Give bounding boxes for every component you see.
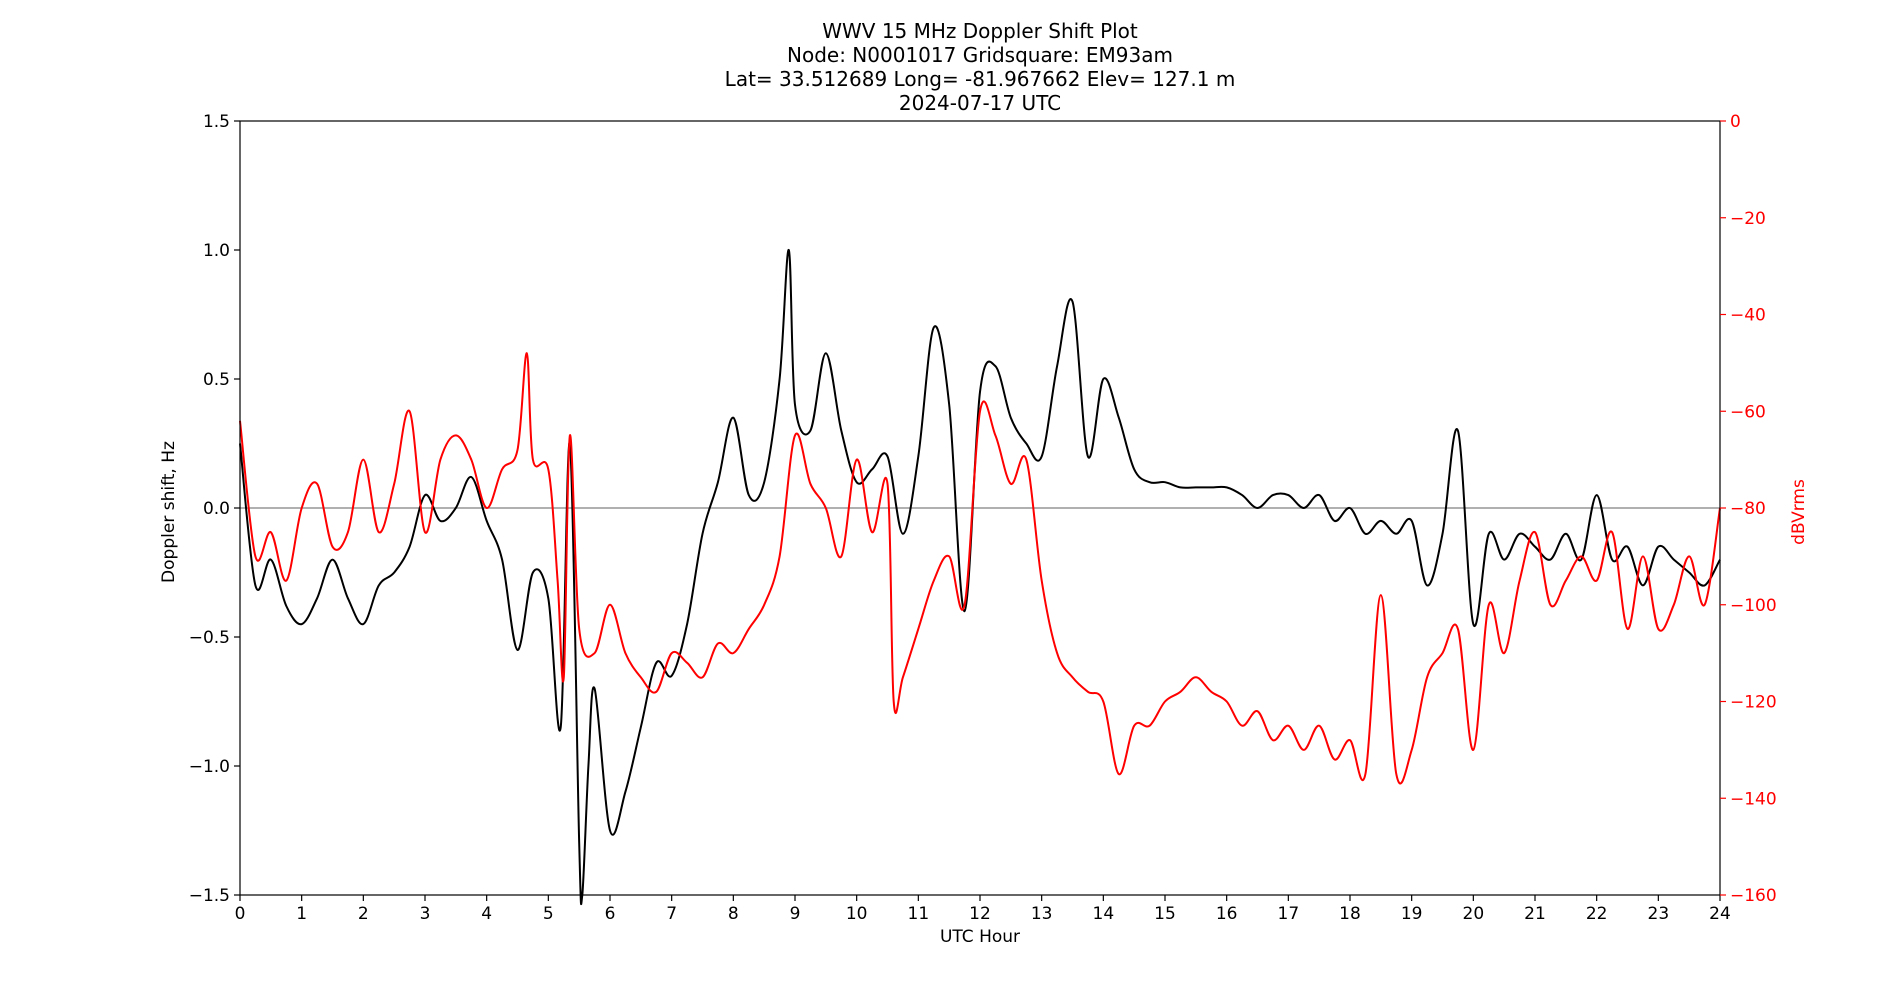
y-left-tick-label: 1.0 bbox=[203, 241, 230, 261]
y-left-tick-label: 0.0 bbox=[203, 499, 230, 519]
x-tick-label: 13 bbox=[1031, 904, 1053, 924]
y-right-tick-label: −60 bbox=[1730, 402, 1766, 422]
x-axis-label: UTC Hour bbox=[940, 927, 1020, 947]
y-axis-right-ticks: 0 −20 −40 −60 −80 −100 −120 −140 −160 bbox=[1720, 112, 1777, 906]
y-left-tick-label: 0.5 bbox=[203, 370, 230, 390]
x-tick-label: 14 bbox=[1093, 904, 1115, 924]
y-axis-left-ticks: 1.5 1.0 0.5 0.0 −0.5 −1.0 −1.5 bbox=[189, 112, 240, 906]
y-right-tick-label: −40 bbox=[1730, 306, 1766, 326]
y-right-tick-label: −160 bbox=[1730, 886, 1777, 906]
chart-title: WWV 15 MHz Doppler Shift Plot Node: N000… bbox=[725, 19, 1236, 115]
x-tick-label: 7 bbox=[666, 904, 677, 924]
y-right-tick-label: −20 bbox=[1730, 209, 1766, 229]
x-tick-label: 8 bbox=[728, 904, 739, 924]
series-line-power bbox=[239, 352, 1721, 785]
x-tick-label: 22 bbox=[1586, 904, 1608, 924]
title-line-1: WWV 15 MHz Doppler Shift Plot bbox=[822, 19, 1138, 43]
series-line-doppler bbox=[239, 248, 1721, 906]
x-tick-label: 16 bbox=[1216, 904, 1238, 924]
x-tick-label: 3 bbox=[420, 904, 431, 924]
y-right-tick-label: −120 bbox=[1730, 693, 1777, 713]
y-right-tick-label: −100 bbox=[1730, 596, 1777, 616]
x-tick-label: 9 bbox=[790, 904, 801, 924]
x-tick-label: 19 bbox=[1401, 904, 1423, 924]
x-tick-label: 21 bbox=[1524, 904, 1546, 924]
x-tick-label: 20 bbox=[1463, 904, 1485, 924]
title-line-2: Node: N0001017 Gridsquare: EM93am bbox=[787, 43, 1173, 67]
y-left-tick-label: −1.5 bbox=[189, 886, 230, 906]
x-tick-label: 17 bbox=[1278, 904, 1300, 924]
y-right-tick-label: −140 bbox=[1730, 789, 1777, 809]
x-tick-label: 6 bbox=[605, 904, 616, 924]
x-tick-label: 5 bbox=[543, 904, 554, 924]
y-axis-left-label: Doppler shift, Hz bbox=[159, 441, 179, 583]
title-line-3: Lat= 33.512689 Long= -81.967662 Elev= 12… bbox=[725, 67, 1236, 91]
x-tick-label: 15 bbox=[1154, 904, 1176, 924]
x-tick-label: 12 bbox=[969, 904, 991, 924]
y-right-tick-label: −80 bbox=[1730, 499, 1766, 519]
x-axis-ticks: 0 1 2 3 4 5 6 7 8 9 10 11 12 13 14 15 16 17 18 19 20 21 22 23 24 bbox=[235, 895, 1731, 924]
x-tick-label: 24 bbox=[1709, 904, 1731, 924]
y-left-tick-label: −0.5 bbox=[189, 628, 230, 648]
x-tick-label: 11 bbox=[908, 904, 930, 924]
title-line-4: 2024-07-17 UTC bbox=[899, 91, 1061, 115]
x-tick-label: 23 bbox=[1648, 904, 1670, 924]
y-left-tick-label: 1.5 bbox=[203, 112, 230, 132]
x-tick-label: 10 bbox=[846, 904, 868, 924]
x-tick-label: 4 bbox=[481, 904, 492, 924]
x-tick-label: 1 bbox=[296, 904, 307, 924]
y-left-tick-label: −1.0 bbox=[189, 757, 230, 777]
series-lines bbox=[239, 248, 1721, 906]
x-tick-label: 2 bbox=[358, 904, 369, 924]
y-axis-right-label: dBVrms bbox=[1789, 479, 1809, 545]
x-tick-label: 0 bbox=[235, 904, 246, 924]
y-right-tick-label: 0 bbox=[1730, 112, 1741, 132]
x-tick-label: 18 bbox=[1339, 904, 1361, 924]
